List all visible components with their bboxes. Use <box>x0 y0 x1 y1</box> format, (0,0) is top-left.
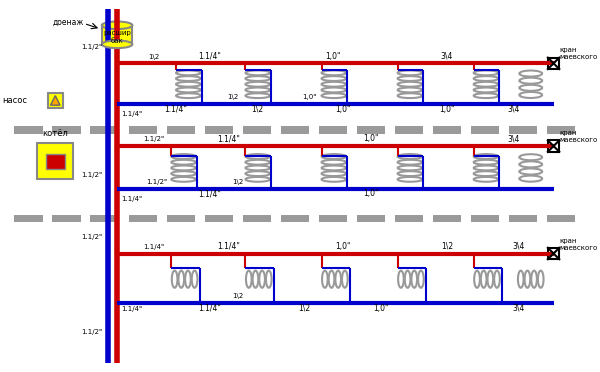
Bar <box>46 154 65 169</box>
Bar <box>52 215 81 222</box>
Text: кран
маевского: кран маевского <box>559 237 598 250</box>
Bar <box>167 215 195 222</box>
Text: 1\2: 1\2 <box>298 304 310 312</box>
Text: расшир: расшир <box>103 30 131 36</box>
Bar <box>281 126 309 134</box>
Text: 1.1/4": 1.1/4" <box>143 244 165 250</box>
Bar <box>91 215 119 222</box>
Text: 3\4: 3\4 <box>512 304 524 312</box>
Text: 1,0": 1,0" <box>363 134 379 143</box>
Bar <box>281 215 309 222</box>
Text: 3\4: 3\4 <box>508 134 520 143</box>
Text: 1.1/4": 1.1/4" <box>121 110 142 117</box>
Ellipse shape <box>102 41 133 48</box>
Text: 1.1/2": 1.1/2" <box>143 136 165 142</box>
Text: 1.1/4": 1.1/4" <box>121 305 142 312</box>
Bar <box>395 215 423 222</box>
Bar <box>91 126 119 134</box>
Bar <box>395 126 423 134</box>
Text: 1,0": 1,0" <box>439 105 455 114</box>
Bar <box>205 215 233 222</box>
Text: насос: насос <box>2 96 27 105</box>
Bar <box>242 215 271 222</box>
Bar <box>548 140 559 152</box>
Text: котёл: котёл <box>43 129 68 138</box>
Text: 1\2: 1\2 <box>149 54 160 60</box>
Text: 3\4: 3\4 <box>441 52 453 61</box>
Bar <box>357 215 385 222</box>
Bar <box>548 58 559 69</box>
Bar <box>128 215 157 222</box>
Text: бак: бак <box>111 38 124 44</box>
Bar <box>14 126 43 134</box>
Text: 1\2: 1\2 <box>251 105 263 114</box>
Text: 3\4: 3\4 <box>512 242 524 251</box>
Bar <box>47 93 63 108</box>
Text: 1\2: 1\2 <box>232 293 244 299</box>
Text: кран
маевского: кран маевского <box>559 130 598 143</box>
Bar <box>548 248 559 259</box>
Bar <box>547 126 575 134</box>
Text: 1.1/4": 1.1/4" <box>217 134 240 143</box>
Text: 1.1/4": 1.1/4" <box>198 52 221 61</box>
Bar <box>52 126 81 134</box>
Text: 1\2: 1\2 <box>227 94 239 100</box>
Text: 1.1/2": 1.1/2" <box>81 173 102 179</box>
Text: 1\2: 1\2 <box>441 242 453 251</box>
Text: 3\4: 3\4 <box>508 105 520 114</box>
Bar <box>433 215 461 222</box>
Bar <box>14 215 43 222</box>
Text: 1,0": 1,0" <box>373 304 388 312</box>
Text: 1.1/2": 1.1/2" <box>81 234 102 240</box>
Bar <box>509 126 538 134</box>
Bar <box>471 215 499 222</box>
Text: 1.1/2": 1.1/2" <box>81 44 102 50</box>
Bar <box>128 126 157 134</box>
Bar <box>102 25 133 44</box>
Bar <box>205 126 233 134</box>
Ellipse shape <box>102 22 133 29</box>
Bar <box>509 215 538 222</box>
Bar <box>547 215 575 222</box>
Text: 1.1/2": 1.1/2" <box>81 329 102 335</box>
Bar <box>357 126 385 134</box>
Text: доенаж: доенаж <box>53 18 84 27</box>
Bar <box>242 126 271 134</box>
Text: 1,0": 1,0" <box>335 105 350 114</box>
Bar <box>319 126 347 134</box>
Text: 1\2: 1\2 <box>232 179 244 185</box>
Text: 1.1/4": 1.1/4" <box>121 196 142 202</box>
Text: 1.1/4": 1.1/4" <box>217 242 240 251</box>
Text: 1.1/4": 1.1/4" <box>164 105 187 114</box>
Text: 1.1/4": 1.1/4" <box>198 304 221 312</box>
Polygon shape <box>50 96 60 105</box>
Text: 1,0": 1,0" <box>335 242 350 251</box>
Text: кран
маевского: кран маевского <box>559 47 598 60</box>
Text: 1.1/4": 1.1/4" <box>198 189 221 198</box>
Bar <box>471 126 499 134</box>
Text: 1,0": 1,0" <box>302 94 316 100</box>
Text: 1,0": 1,0" <box>363 189 379 198</box>
Bar <box>167 126 195 134</box>
Bar <box>319 215 347 222</box>
Text: 1,0": 1,0" <box>325 52 341 61</box>
Text: 1.1/2": 1.1/2" <box>146 179 167 185</box>
Bar <box>433 126 461 134</box>
Bar <box>37 143 73 179</box>
